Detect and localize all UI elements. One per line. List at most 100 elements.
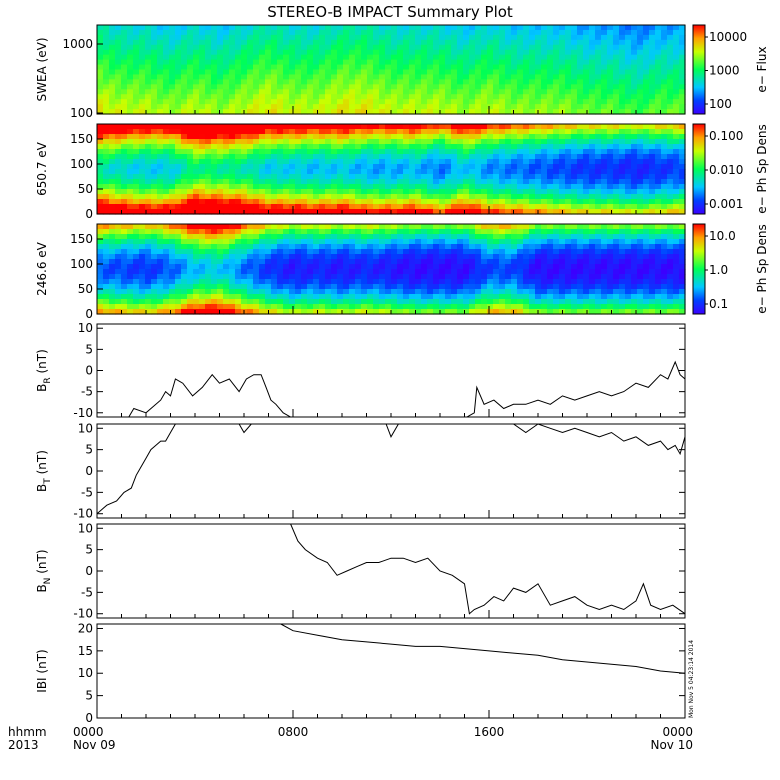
heatmap-cell bbox=[211, 194, 218, 200]
heatmap-cell bbox=[181, 94, 188, 100]
heatmap-cell bbox=[643, 204, 650, 210]
heatmap-cell bbox=[175, 129, 182, 135]
heatmap-cell bbox=[529, 84, 536, 90]
heatmap-cell bbox=[97, 49, 104, 56]
heatmap-cell bbox=[163, 64, 170, 71]
heatmap-cell bbox=[493, 199, 500, 205]
heatmap-cell bbox=[613, 164, 620, 170]
heatmap-cell bbox=[103, 279, 110, 285]
heatmap-cell bbox=[169, 239, 176, 245]
heatmap-cell bbox=[151, 79, 158, 85]
heatmap-cell bbox=[193, 149, 200, 155]
heatmap-cell bbox=[409, 204, 416, 210]
heatmap-cell bbox=[523, 209, 530, 215]
heatmap-cell bbox=[397, 239, 404, 245]
heatmap-cell bbox=[139, 309, 146, 315]
heatmap-cell bbox=[571, 59, 578, 66]
heatmap-cell bbox=[211, 164, 218, 170]
heatmap-cell bbox=[253, 294, 260, 300]
heatmap-cell bbox=[559, 184, 566, 190]
heatmap-cell bbox=[301, 49, 308, 56]
heatmap-cell bbox=[445, 254, 452, 260]
heatmap-cell bbox=[241, 54, 248, 61]
heatmap-cell bbox=[457, 29, 464, 36]
heatmap-cell bbox=[223, 129, 230, 135]
heatmap-cell bbox=[349, 89, 356, 95]
heatmap-cell bbox=[499, 129, 506, 135]
heatmap-cell bbox=[187, 304, 194, 310]
y-axis-label: SWEA (eV) bbox=[35, 37, 49, 101]
heatmap-cell bbox=[601, 25, 608, 31]
heatmap-cell bbox=[193, 154, 200, 160]
heatmap-cell bbox=[223, 224, 230, 230]
heatmap-cell bbox=[679, 159, 686, 165]
heatmap-cell bbox=[277, 304, 284, 310]
heatmap-cell bbox=[433, 304, 440, 310]
heatmap-cell bbox=[403, 279, 410, 285]
heatmap-cell bbox=[313, 134, 320, 140]
heatmap-cell bbox=[457, 204, 464, 210]
heatmap-cell bbox=[241, 289, 248, 295]
heatmap-cell bbox=[553, 124, 560, 130]
heatmap-cell bbox=[247, 179, 254, 185]
heatmap-cell bbox=[325, 279, 332, 285]
heatmap-cell bbox=[673, 59, 680, 66]
heatmap-cell bbox=[367, 304, 374, 310]
heatmap-cell bbox=[181, 194, 188, 200]
heatmap-cell bbox=[217, 139, 224, 145]
heatmap-cell bbox=[349, 149, 356, 155]
heatmap-cell bbox=[151, 134, 158, 140]
heatmap-cell bbox=[529, 199, 536, 205]
heatmap-cell bbox=[547, 149, 554, 155]
heatmap-cell bbox=[157, 89, 164, 95]
heatmap-cell bbox=[445, 49, 452, 56]
heatmap-cell bbox=[337, 274, 344, 280]
heatmap-cell bbox=[625, 39, 632, 46]
heatmap-cell bbox=[337, 164, 344, 170]
heatmap-cell bbox=[505, 309, 512, 315]
heatmap-cell bbox=[259, 29, 266, 36]
heatmap-cell bbox=[211, 89, 218, 95]
heatmap-cell bbox=[289, 144, 296, 150]
heatmap-cell bbox=[343, 144, 350, 150]
heatmap-cell bbox=[133, 109, 140, 115]
heatmap-cell bbox=[163, 164, 170, 170]
heatmap-cell bbox=[385, 154, 392, 160]
heatmap-cell bbox=[121, 74, 128, 80]
heatmap-cell bbox=[433, 204, 440, 210]
heatmap-cell bbox=[499, 39, 506, 46]
heatmap-cell bbox=[127, 164, 134, 170]
heatmap-cell bbox=[373, 234, 380, 240]
heatmap-cell bbox=[223, 169, 230, 175]
heatmap-cell bbox=[241, 29, 248, 36]
heatmap-cell bbox=[397, 164, 404, 170]
heatmap-cell bbox=[163, 269, 170, 275]
heatmap-cell bbox=[223, 44, 230, 51]
heatmap-cell bbox=[241, 59, 248, 66]
heatmap-cell bbox=[379, 149, 386, 155]
heatmap-cell bbox=[97, 64, 104, 71]
heatmap-cell bbox=[313, 64, 320, 71]
heatmap-cell bbox=[493, 159, 500, 165]
heatmap-cell bbox=[145, 59, 152, 66]
heatmap-cell bbox=[109, 304, 116, 310]
heatmap-cell bbox=[211, 299, 218, 305]
heatmap-cell bbox=[391, 269, 398, 275]
heatmap-cell bbox=[229, 84, 236, 90]
heatmap-cell bbox=[523, 169, 530, 175]
heatmap-cell bbox=[115, 39, 122, 46]
heatmap-cell bbox=[289, 224, 296, 230]
heatmap-cell bbox=[187, 204, 194, 210]
heatmap-cell bbox=[289, 284, 296, 290]
heatmap-cell bbox=[541, 234, 548, 240]
heatmap-cell bbox=[145, 164, 152, 170]
heatmap-cell bbox=[259, 74, 266, 80]
heatmap-cell bbox=[109, 299, 116, 305]
heatmap-cell bbox=[373, 164, 380, 170]
heatmap-cell bbox=[511, 294, 518, 300]
heatmap-cell bbox=[325, 164, 332, 170]
heatmap-cell bbox=[97, 199, 104, 205]
heatmap-cell bbox=[223, 239, 230, 245]
heatmap-cell bbox=[433, 199, 440, 205]
heatmap-cell bbox=[325, 154, 332, 160]
